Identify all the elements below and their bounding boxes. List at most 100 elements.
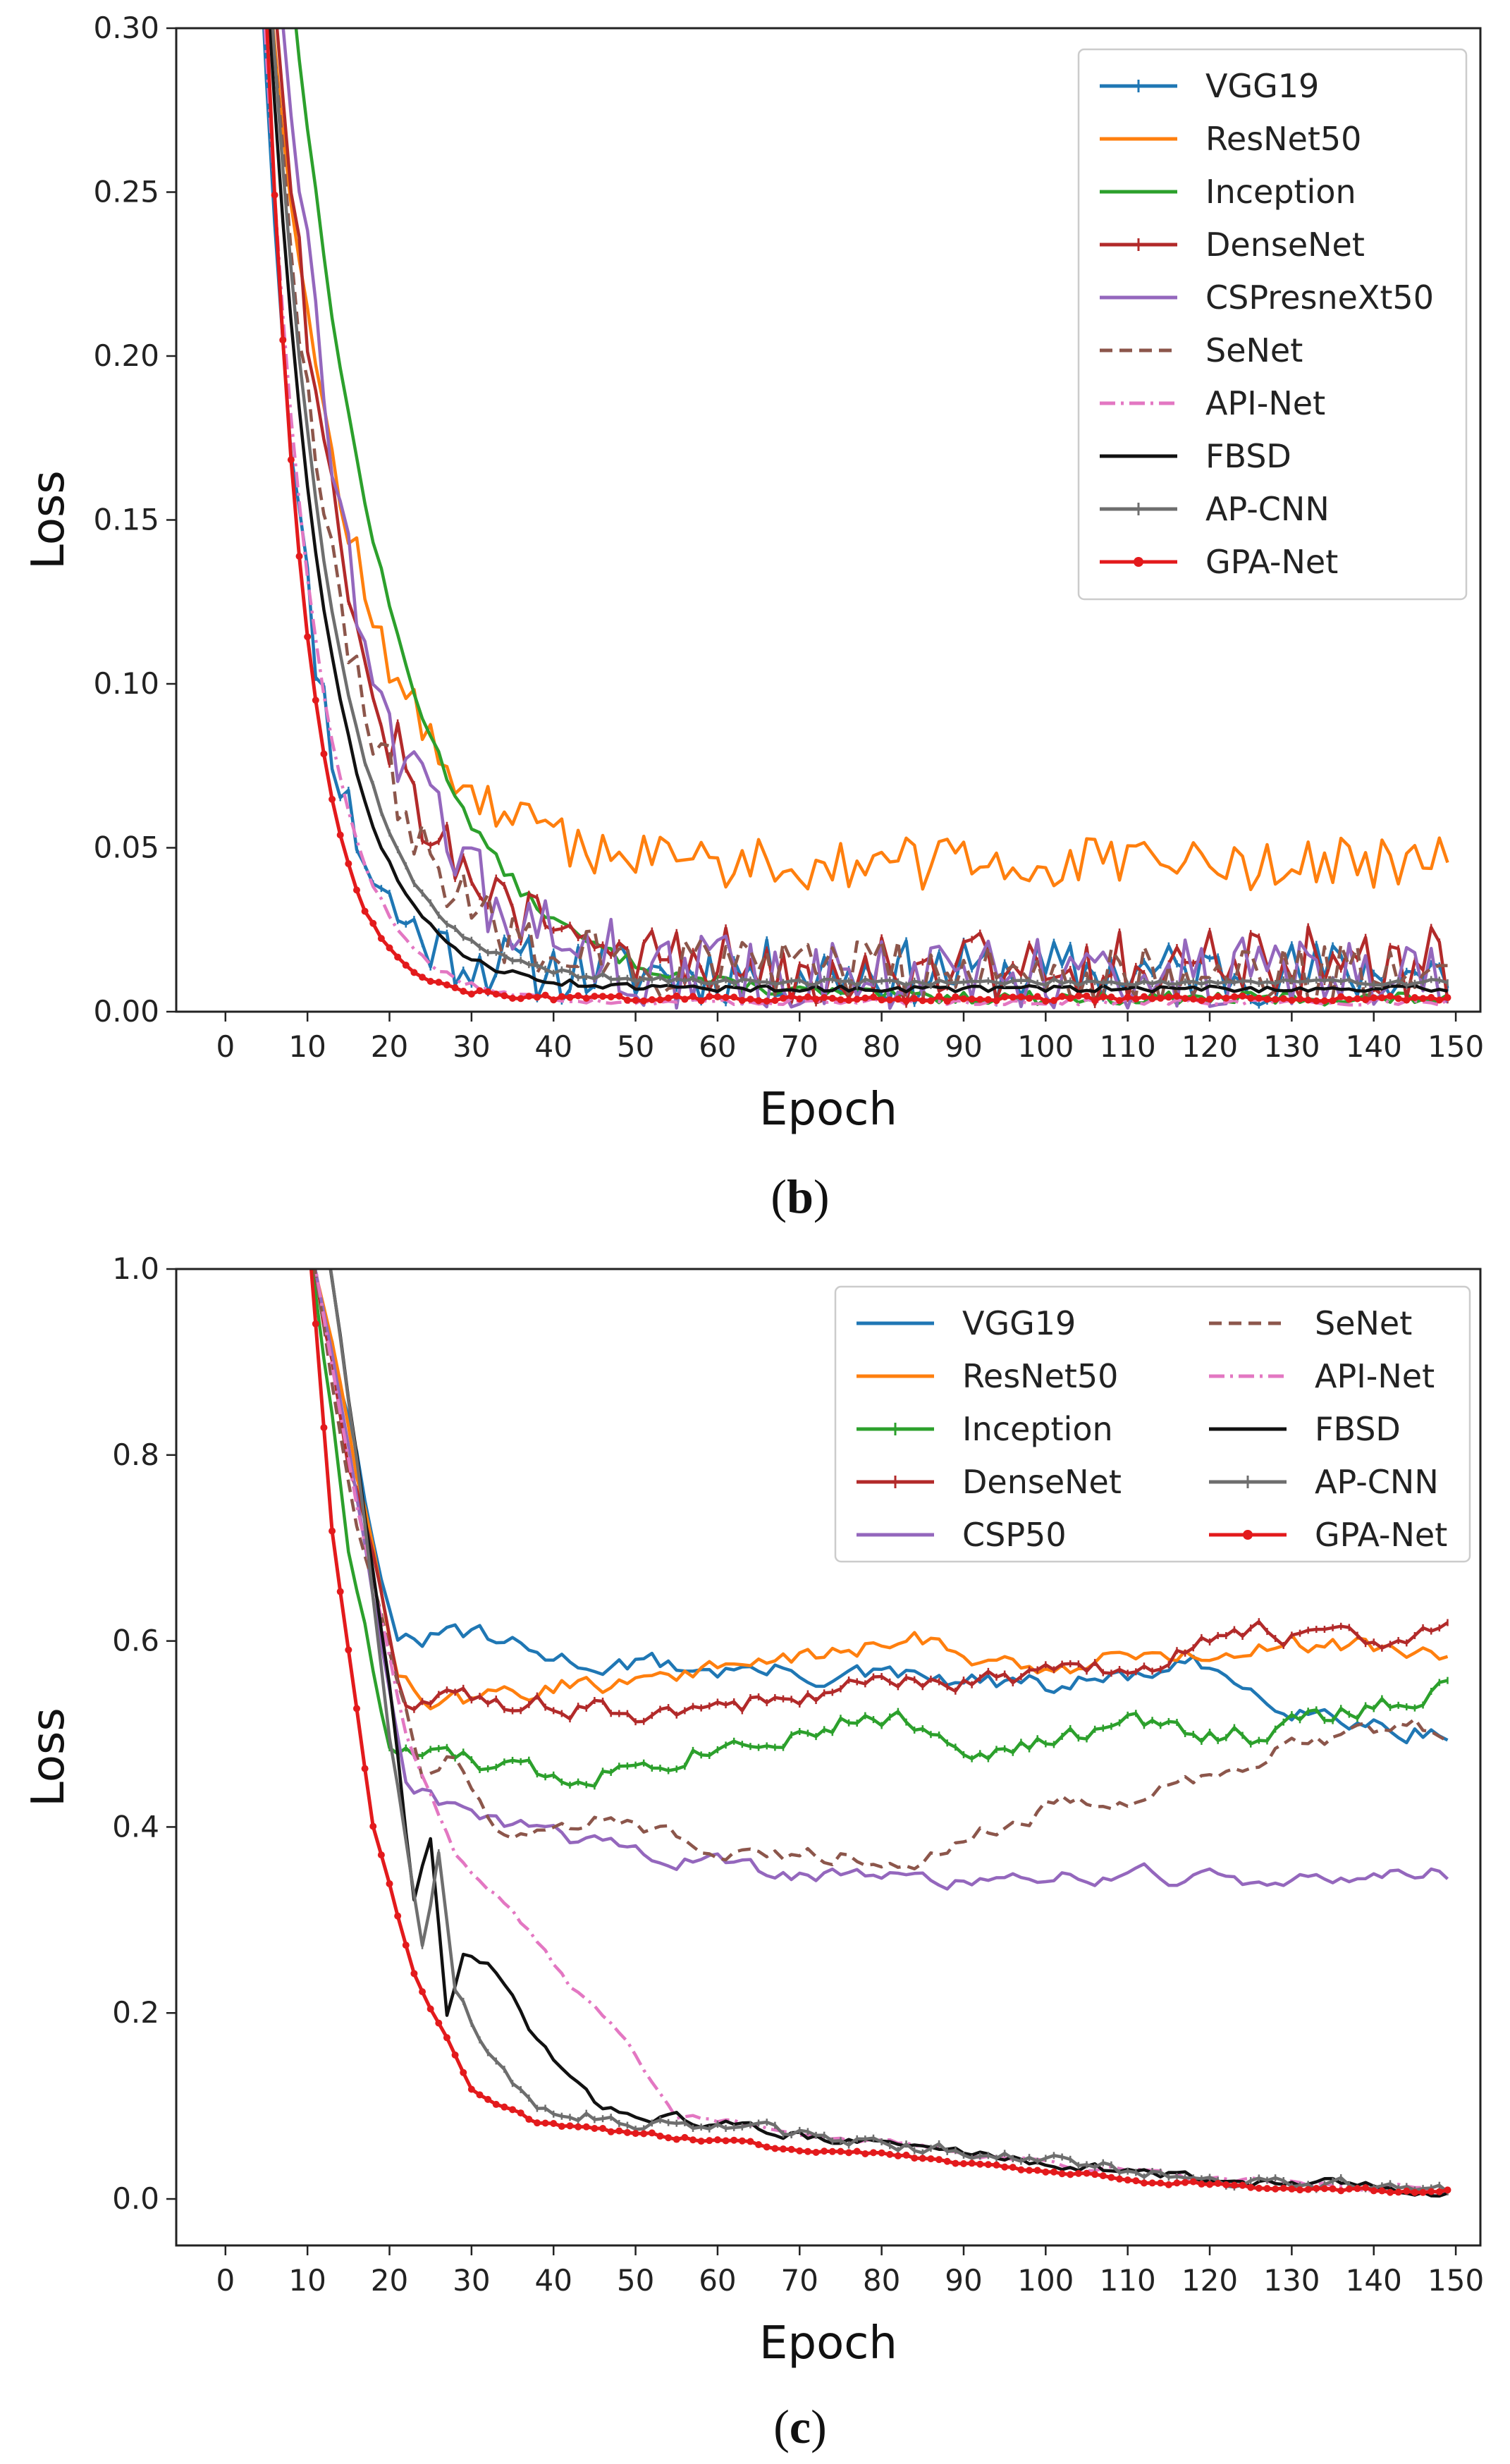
y-tick-label: 0.15 bbox=[93, 503, 159, 537]
series-point-gpa-net bbox=[410, 1970, 418, 1978]
series-point-gpa-net bbox=[656, 996, 664, 1004]
series-point-gpa-net bbox=[1058, 2170, 1066, 2178]
series-point-gpa-net bbox=[1444, 2186, 1451, 2194]
y-tick-label: 0.8 bbox=[112, 1438, 159, 1472]
series-line-ap-cnn bbox=[329, 1269, 1449, 2193]
series-point-gpa-net bbox=[1419, 2188, 1427, 2196]
series-point-gpa-net bbox=[984, 995, 992, 1003]
series-point-gpa-net bbox=[361, 907, 369, 915]
y-tick-label: 1.0 bbox=[112, 1251, 159, 1286]
series-point-gpa-net bbox=[763, 2143, 771, 2151]
legend-marker bbox=[1243, 1530, 1253, 1540]
series-point-gpa-net bbox=[1165, 2181, 1172, 2188]
x-tick-label: 150 bbox=[1428, 2263, 1484, 2298]
series-point-gpa-net bbox=[935, 993, 943, 1000]
x-tick-label: 40 bbox=[534, 1029, 572, 1064]
series-point-gpa-net bbox=[1009, 2164, 1017, 2171]
series-point-gpa-net bbox=[747, 2138, 754, 2145]
x-tick-label: 90 bbox=[945, 2263, 982, 2298]
series-point-gpa-net bbox=[460, 987, 467, 995]
series-point-gpa-net bbox=[1173, 2179, 1181, 2187]
series-point-gpa-net bbox=[771, 2145, 779, 2152]
series-point-gpa-net bbox=[1296, 995, 1304, 1003]
series-point-gpa-net bbox=[1198, 2180, 1205, 2188]
series-point-gpa-net bbox=[878, 996, 885, 1004]
series-point-gpa-net bbox=[1435, 2188, 1443, 2195]
series-point-gpa-net bbox=[911, 995, 919, 1003]
series-point-gpa-net bbox=[435, 2019, 443, 2027]
series-point-gpa-net bbox=[386, 1880, 393, 1887]
series-point-gpa-net bbox=[550, 996, 558, 1004]
legend-label: SeNet bbox=[1205, 331, 1303, 369]
series-point-gpa-net bbox=[1378, 994, 1386, 1002]
x-tick-label: 120 bbox=[1181, 1029, 1238, 1064]
series-point-gpa-net bbox=[352, 886, 360, 894]
series-point-gpa-net bbox=[959, 2160, 967, 2168]
y-tick-label: 0.4 bbox=[112, 1809, 159, 1844]
series-point-gpa-net bbox=[1074, 992, 1082, 1000]
series-point-gpa-net bbox=[377, 1851, 385, 1859]
x-tick-label: 120 bbox=[1181, 2263, 1238, 2298]
series-point-gpa-net bbox=[796, 2147, 804, 2155]
series-line-resnet50 bbox=[313, 1269, 1449, 1710]
series-point-gpa-net bbox=[1140, 993, 1148, 1000]
series-point-gpa-net bbox=[566, 2122, 574, 2130]
series-point-gpa-net bbox=[607, 2128, 615, 2135]
series-point-gpa-net bbox=[1370, 994, 1377, 1002]
series-point-gpa-net bbox=[1354, 995, 1361, 1003]
series-point-gpa-net bbox=[1132, 995, 1140, 1003]
series-point-gpa-net bbox=[1033, 2166, 1041, 2174]
series-point-gpa-net bbox=[443, 981, 450, 989]
series-point-gpa-net bbox=[853, 995, 861, 1003]
series-point-gpa-net bbox=[394, 953, 402, 961]
x-tick-label: 60 bbox=[699, 2263, 736, 2298]
series-point-gpa-net bbox=[419, 1988, 426, 1996]
legend-label: API-Net bbox=[1315, 1357, 1435, 1395]
series-point-gpa-net bbox=[656, 2132, 664, 2140]
series-group bbox=[262, 28, 1451, 1010]
series-point-gpa-net bbox=[1124, 993, 1131, 1001]
series-point-gpa-net bbox=[1394, 995, 1402, 1003]
series-point-gpa-net bbox=[460, 2068, 467, 2076]
series-point-gpa-net bbox=[599, 993, 607, 1000]
legend-box bbox=[1077, 48, 1468, 601]
x-tick-label: 130 bbox=[1263, 1029, 1320, 1064]
series-point-gpa-net bbox=[1428, 993, 1435, 1001]
series-point-gpa-net bbox=[1017, 993, 1025, 1001]
series-line-inception bbox=[311, 1269, 1449, 1788]
series-point-gpa-net bbox=[1116, 2175, 1124, 2183]
y-tick-label: 0.00 bbox=[93, 994, 159, 1029]
series-point-gpa-net bbox=[722, 993, 730, 1001]
series-point-gpa-net bbox=[517, 995, 524, 1003]
series-point-gpa-net bbox=[886, 2150, 894, 2158]
series-point-gpa-net bbox=[1214, 993, 1222, 1000]
series-point-gpa-net bbox=[558, 993, 565, 1000]
series-point-gpa-net bbox=[902, 2151, 910, 2159]
plot-frame bbox=[175, 1268, 1482, 2247]
series-point-gpa-net bbox=[1230, 993, 1238, 1000]
x-tick-label: 30 bbox=[453, 1029, 490, 1064]
series-point-gpa-net bbox=[1239, 2181, 1246, 2189]
series-point-gpa-net bbox=[329, 795, 336, 803]
figure-caption: (b) bbox=[771, 1170, 829, 1223]
legend-label: AP-CNN bbox=[1315, 1463, 1439, 1501]
legend-label: AP-CNN bbox=[1205, 490, 1330, 528]
series-point-gpa-net bbox=[1222, 994, 1230, 1002]
series-point-gpa-net bbox=[1230, 2181, 1238, 2189]
series-point-gpa-net bbox=[886, 996, 894, 1004]
series-point-gpa-net bbox=[780, 2145, 787, 2153]
legend-label: FBSD bbox=[1315, 1410, 1401, 1448]
x-tick-label: 100 bbox=[1017, 2263, 1074, 2298]
series-point-gpa-net bbox=[1026, 995, 1033, 1003]
series-point-gpa-net bbox=[1058, 993, 1066, 1000]
x-tick-label: 140 bbox=[1346, 1029, 1402, 1064]
series-point-gpa-net bbox=[1296, 2186, 1304, 2194]
series-point-gpa-net bbox=[804, 2147, 811, 2155]
series-point-gpa-net bbox=[787, 992, 795, 1000]
series-point-gpa-net bbox=[1255, 2184, 1263, 2192]
series-point-gpa-net bbox=[1263, 995, 1271, 1003]
series-point-gpa-net bbox=[1272, 2185, 1279, 2193]
series-point-gpa-net bbox=[861, 994, 869, 1002]
y-tick-label: 0.2 bbox=[112, 1995, 159, 2030]
series-point-gpa-net bbox=[509, 2106, 517, 2114]
